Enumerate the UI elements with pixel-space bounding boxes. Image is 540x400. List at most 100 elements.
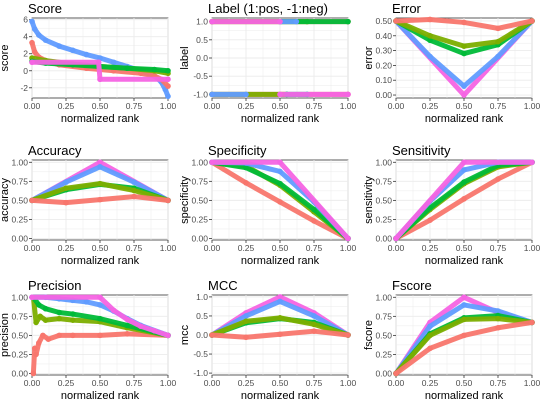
data-point [56,332,62,339]
series-group [393,294,535,377]
y-tick-label: 0.50 [375,16,392,26]
chart-title: Label (1:pos, -1:neg) [208,1,328,16]
data-point [345,91,351,98]
chart-panel: 0.00 0.25 0.50 0.75 1.00 0.00 0.25 0.50 0.75 1.00… [0,278,177,400]
x-tick-label: 1.00 [160,101,177,111]
data-point [29,39,35,46]
data-point [345,18,351,25]
series-group [29,294,171,377]
y-tick-label: 0.50 [375,195,392,205]
x-tick-label: 1.00 [340,101,357,111]
data-point [97,76,103,83]
data-point [70,311,76,317]
y-axis-label: mcc [179,324,191,345]
x-tick-label: 0.50 [456,101,473,111]
data-point [151,66,158,73]
x-tick-label: 0.25 [422,378,439,388]
x-tick-label: 0.00 [204,243,221,253]
data-point [277,315,283,321]
data-point [277,18,283,25]
x-tick-label: 0.75 [306,243,323,253]
x-tick-label: 0.75 [126,378,143,388]
data-point [277,91,283,98]
chart-panel: 0.00 0.25 0.50 0.75 1.00 0.00 0.25 0.50 0.75 1.00… [363,143,540,267]
chart-panel: 0.00 0.25 0.50 0.75 1.00 0.00 0.10 0.20 0.30 0.40… [363,1,540,125]
series-group [393,159,535,242]
chart-panel: 0.00 0.25 0.50 0.75 1.00 -1.0 -0.5 0.0 0.5 1.0MCC… [179,278,357,400]
data-point [131,187,137,194]
data-point [29,197,35,204]
x-tick-label: 0.50 [92,243,109,253]
x-tick-label: 0.25 [58,378,75,388]
x-tick-label: 0.00 [388,101,405,111]
y-tick-label: 0.50 [11,330,28,340]
y-tick-label: 0.00 [375,368,392,378]
data-point [95,59,102,66]
y-axis-label: sensitivity [363,176,375,224]
x-tick-label: 0.75 [306,101,323,111]
y-tick-label: 0.50 [375,330,392,340]
data-point [124,316,130,323]
data-point [495,53,501,60]
data-point [427,16,433,23]
y-tick-label: -2 [20,83,28,93]
data-point [97,55,103,61]
data-point [345,332,351,338]
y-tick-label: 0.00 [11,368,28,378]
data-point [427,37,433,44]
data-point [29,294,35,301]
data-point [83,51,90,58]
y-tick-label: 0.75 [11,176,28,186]
x-tick-label: 0.50 [272,378,289,388]
data-point [124,322,130,329]
data-point [83,299,90,305]
y-tick-label: 0.50 [191,195,208,205]
data-point [165,67,171,74]
x-axis-label: normalized rank [241,255,320,267]
data-point [393,18,399,24]
chart-title: Fscore [392,278,432,293]
data-point [56,315,62,322]
x-tick-label: 0.50 [272,243,289,253]
x-tick-label: 1.00 [160,378,177,388]
x-tick-label: 0.00 [204,378,221,388]
y-axis-label: accuracy [0,177,11,222]
x-tick-label: 0.00 [388,378,405,388]
data-point [495,25,501,32]
x-tick-label: 0.75 [126,243,143,253]
y-tick-label: 1.0 [196,292,208,302]
series-group [29,18,171,100]
data-point [63,185,69,191]
y-tick-label: 0.00 [375,233,392,243]
data-point [45,336,52,342]
data-point [165,76,171,83]
data-point [427,53,433,60]
y-tick-label: 0.5 [196,311,208,321]
data-point [36,32,42,38]
data-point [97,315,103,322]
x-tick-label: 0.75 [490,378,507,388]
data-point [209,91,215,98]
data-point [461,19,467,26]
y-tick-label: 0 [23,66,28,76]
x-tick-label: 0.00 [388,243,405,253]
data-point [33,319,39,326]
data-point [495,324,501,331]
data-point [461,196,467,202]
data-point [124,65,130,72]
y-tick-label: 1.00 [375,292,392,302]
data-point [131,193,137,200]
data-point [277,199,283,205]
x-tick-label: 0.75 [306,378,323,388]
data-point [70,47,76,54]
data-point [42,317,49,323]
chart-title: Precision [28,278,81,293]
data-point [461,179,467,185]
data-point [293,18,300,25]
y-tick-label: 0.00 [191,233,208,243]
x-axis-label: normalized rank [425,113,504,125]
data-point [311,313,317,319]
data-point [97,159,103,166]
data-point [63,199,69,206]
